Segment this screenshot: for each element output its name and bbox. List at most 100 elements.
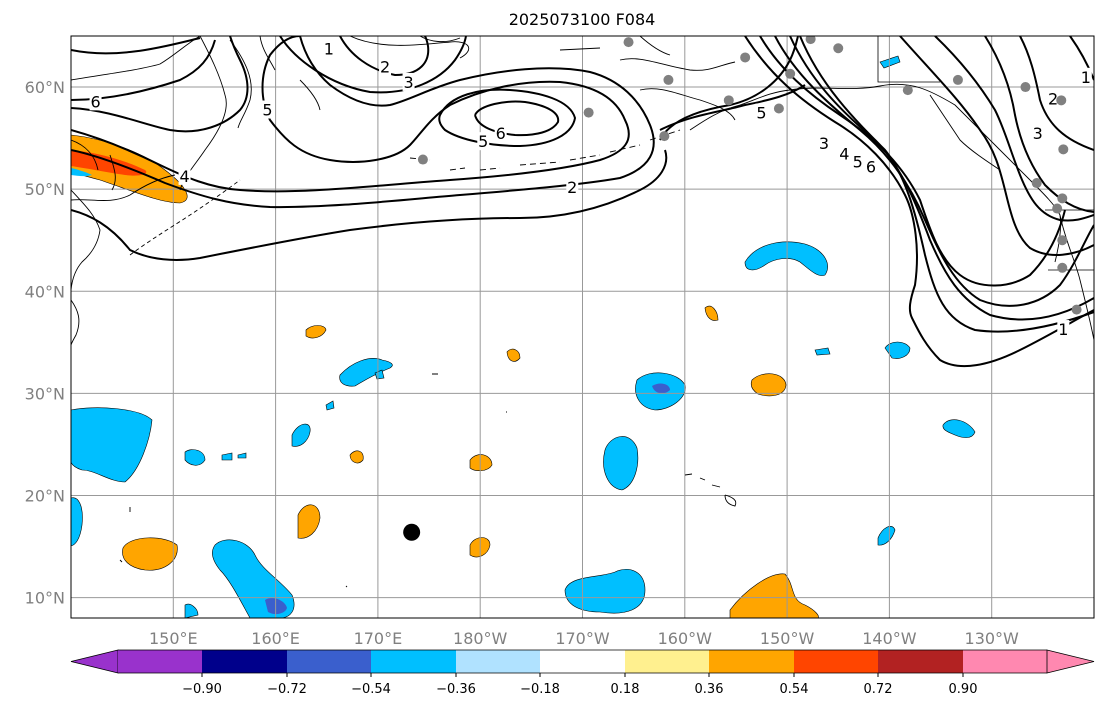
colorbar-segment [878, 650, 963, 673]
contour-label: 6 [866, 158, 876, 177]
shade-blue-ak [879, 55, 901, 69]
colorbar-segment [963, 650, 1047, 673]
shade-blue-center-1-core [652, 383, 670, 394]
shade-blue-mid-3 [325, 400, 335, 411]
coast-alaska-west [559, 36, 791, 131]
station-dot [805, 36, 816, 45]
contour-label-bg [1031, 124, 1044, 142]
contour-line [759, 36, 1066, 287]
shade-blue-ne-4 [942, 419, 976, 438]
colorbar-segment [118, 650, 202, 673]
colorbar-tick-label: −0.72 [267, 682, 307, 697]
shade-lightblue-band-west [71, 168, 92, 177]
contour-label-bg [261, 100, 274, 119]
shade-orange-6 [469, 454, 493, 471]
station-dot [583, 107, 594, 118]
station-dot [833, 43, 844, 54]
station-dot [663, 74, 674, 85]
contour-label: 1 [1058, 320, 1068, 339]
coast-us-west [1059, 214, 1094, 341]
colorbar-tick-label: 0.54 [780, 682, 809, 697]
shade-blue-ne-1 [744, 241, 828, 276]
station-dots [403, 36, 1082, 541]
graticule [71, 36, 1094, 618]
coast-kamchatka-east [229, 36, 321, 129]
contour-label: 3 [1033, 124, 1043, 143]
contour-label: 6 [496, 124, 506, 143]
contour-label: 4 [839, 144, 849, 163]
shade-blue-small-4 [237, 452, 247, 459]
coast-hawaii [684, 473, 737, 507]
shade-blue-west-2 [71, 497, 83, 547]
coast-kamchatka [71, 36, 227, 201]
contour-label: 2 [380, 58, 390, 77]
shade-blue-ne-5 [877, 526, 896, 546]
shade-blue-west [71, 407, 153, 483]
station-dot [952, 74, 963, 85]
colorbar-extend-high [1046, 649, 1095, 674]
lat-tick-label: 40°N [25, 282, 65, 301]
colorbar-segment [287, 650, 371, 673]
shade-blue-mid-4 [374, 369, 385, 380]
shade-orange-7 [297, 504, 321, 539]
shade-blue-small-2 [184, 449, 206, 466]
colorbar-tick-label: −0.90 [182, 682, 222, 697]
contour-line [789, 36, 1094, 321]
lon-tick-label: 160°E [251, 629, 300, 648]
contour-label: 5 [262, 101, 272, 120]
station-dot [1057, 262, 1068, 273]
contour-label-bg [864, 157, 877, 176]
station-dot [1057, 235, 1068, 246]
shade-blue-mid-2 [339, 358, 393, 387]
coast-alaska-south [789, 83, 1031, 181]
colorbar-segment [202, 650, 287, 673]
shade-orange-2 [506, 348, 521, 362]
map-frame [70, 35, 1095, 619]
lon-tick-label: 140°W [862, 629, 917, 648]
contour-line [71, 36, 249, 133]
shade-blue-center-3 [564, 569, 646, 614]
contour-line [799, 36, 1094, 333]
colorbar-segment [794, 650, 878, 673]
station-dot [773, 103, 784, 114]
shade-orangered-band [71, 150, 147, 176]
colorbar-segment [709, 650, 794, 673]
contour-label-bg [755, 103, 768, 122]
coast-anadyr [349, 36, 470, 59]
station-dot [1020, 82, 1031, 93]
contour-label-bg [89, 92, 102, 111]
contour-label: 3 [403, 73, 413, 92]
shade-blue-ne-3 [814, 347, 831, 356]
lat-tick-label: 30°N [25, 384, 65, 403]
contour-label: 6 [90, 92, 100, 111]
contour-line [659, 84, 806, 131]
lon-tick-label: 160°W [658, 629, 713, 648]
contour-line [71, 39, 216, 101]
contour-label: 2 [1048, 89, 1058, 108]
lon-tick-label: 170°W [555, 629, 610, 648]
contour-line [744, 36, 1094, 367]
center-marker [403, 523, 421, 541]
coast-small-islands [119, 373, 507, 588]
colorbar-segment [625, 650, 709, 673]
contour-line [1069, 36, 1094, 81]
colorbar-segment [371, 650, 456, 673]
shade-blue-mid-1 [291, 423, 311, 447]
contour-line [899, 36, 1094, 256]
colorbar-tick-label: 0.90 [949, 682, 978, 697]
longitude-labels: 150°E 160°E 170°E 180°W 170°W 160°W 150°W 140°W… [149, 629, 1019, 648]
contour-label-bg [1079, 67, 1092, 86]
shade-blue-small-3 [221, 452, 233, 461]
station-dot [1071, 304, 1082, 315]
contour-label: 5 [478, 132, 488, 151]
contour-line [474, 100, 560, 137]
contour-line [71, 36, 630, 193]
station-dot [1056, 95, 1067, 106]
lon-tick-label: 130°W [965, 629, 1020, 648]
contour-label-bg [851, 152, 864, 171]
shade-orange-10 [729, 573, 819, 618]
contour-label-bg [817, 134, 830, 153]
contour-label-bg [566, 178, 579, 197]
contour-label-bg [178, 166, 191, 185]
